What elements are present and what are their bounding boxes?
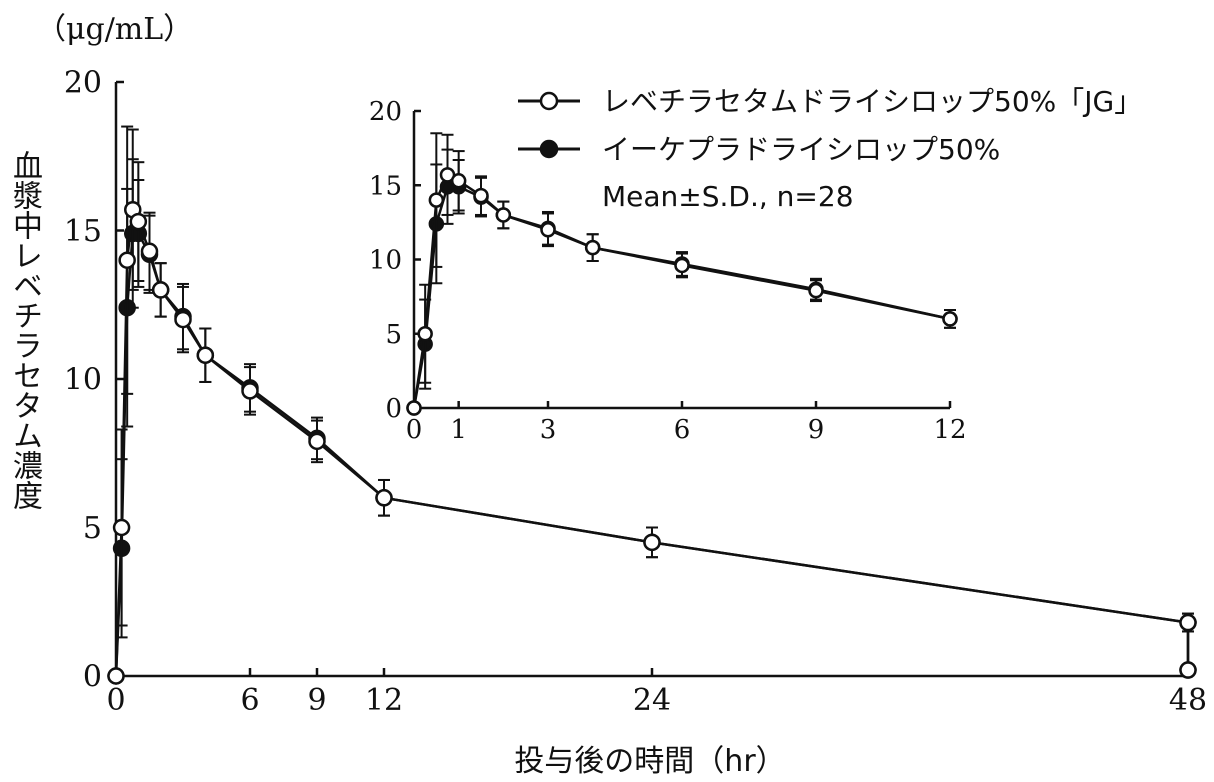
main-point-open (129, 212, 148, 231)
main-point-open (112, 518, 131, 537)
main-y-tick-label: 5 (83, 511, 102, 546)
x-axis-label: 投与後の時間（hr） (514, 744, 786, 779)
inset-x-tick-label: 6 (674, 415, 691, 445)
main-point-open (1179, 613, 1197, 632)
legend: レベチラセタムドライシロップ50%「JG」 イーケプラドライシロップ50% Me… (518, 85, 1142, 213)
main-point-open (140, 242, 159, 261)
main-x-tick-label: 12 (365, 683, 403, 718)
inset-point-open (406, 400, 422, 416)
legend-marker-filled-circle (539, 139, 559, 159)
main-point-open (308, 432, 326, 451)
y-axis-label: 血漿中レベチラセタム濃度 (7, 150, 42, 510)
inset-point-open (942, 311, 958, 327)
main-series-line-1 (114, 232, 1190, 677)
main-point-open (151, 281, 170, 299)
main-x-tick-label: 9 (307, 683, 326, 718)
inset-series-line-0 (412, 173, 951, 409)
y-axis-unit: （μg/mL） (36, 12, 194, 47)
inset-y-tick-label: 15 (369, 171, 402, 201)
main-x-tick-label: 6 (240, 683, 259, 718)
main-point-open (1179, 661, 1197, 679)
inset-point-open (808, 282, 824, 299)
inset-point-open (473, 187, 489, 204)
inset-series-line-1 (412, 185, 951, 409)
main-point-open (196, 346, 215, 364)
inset-y-tick-label: 20 (369, 97, 402, 127)
inset-x-tick-label: 3 (540, 415, 557, 445)
inset-point-open (428, 192, 445, 208)
main-x-tick-label: 24 (633, 683, 671, 718)
main-point-open (241, 382, 259, 400)
inset-y-tick-label: 0 (385, 394, 402, 424)
inset-point-open (450, 173, 467, 189)
main-y-tick-label: 15 (64, 214, 102, 249)
main-y-tick-label: 20 (64, 66, 102, 101)
main-y-tick-label: 0 (83, 660, 102, 695)
inset-x-tick-label: 1 (450, 415, 467, 445)
main-y-tick-label: 10 (64, 363, 102, 398)
main-point-open (643, 533, 661, 552)
inset-x-tick-label: 9 (808, 415, 825, 445)
inset-y-tick-label: 10 (369, 246, 402, 276)
legend-label-jg: レベチラセタムドライシロップ50%「JG」 (602, 85, 1142, 118)
inset-point-open (417, 326, 433, 342)
legend-annotation: Mean±S.D., n=28 (602, 180, 854, 213)
inset-point-open (674, 257, 690, 274)
main-point-open (375, 489, 393, 507)
main-x-tick-label: 48 (1169, 683, 1207, 718)
main-point-open (118, 251, 136, 269)
inset-point-open (584, 239, 601, 256)
inset-x-tick-label: 0 (406, 415, 423, 445)
inset-x-tick-label: 12 (933, 415, 966, 445)
inset-point-open (495, 207, 512, 223)
main-point-open (174, 310, 192, 329)
main-x-tick-label: 0 (106, 683, 125, 718)
main-series-line-0 (114, 205, 1190, 677)
main-point-open (107, 667, 125, 685)
legend-label-ikepra: イーケプラドライシロップ50% (602, 133, 1000, 166)
legend-marker-open-circle (539, 91, 559, 111)
inset-y-tick-label: 5 (385, 320, 402, 350)
inset-point-open (540, 222, 556, 238)
